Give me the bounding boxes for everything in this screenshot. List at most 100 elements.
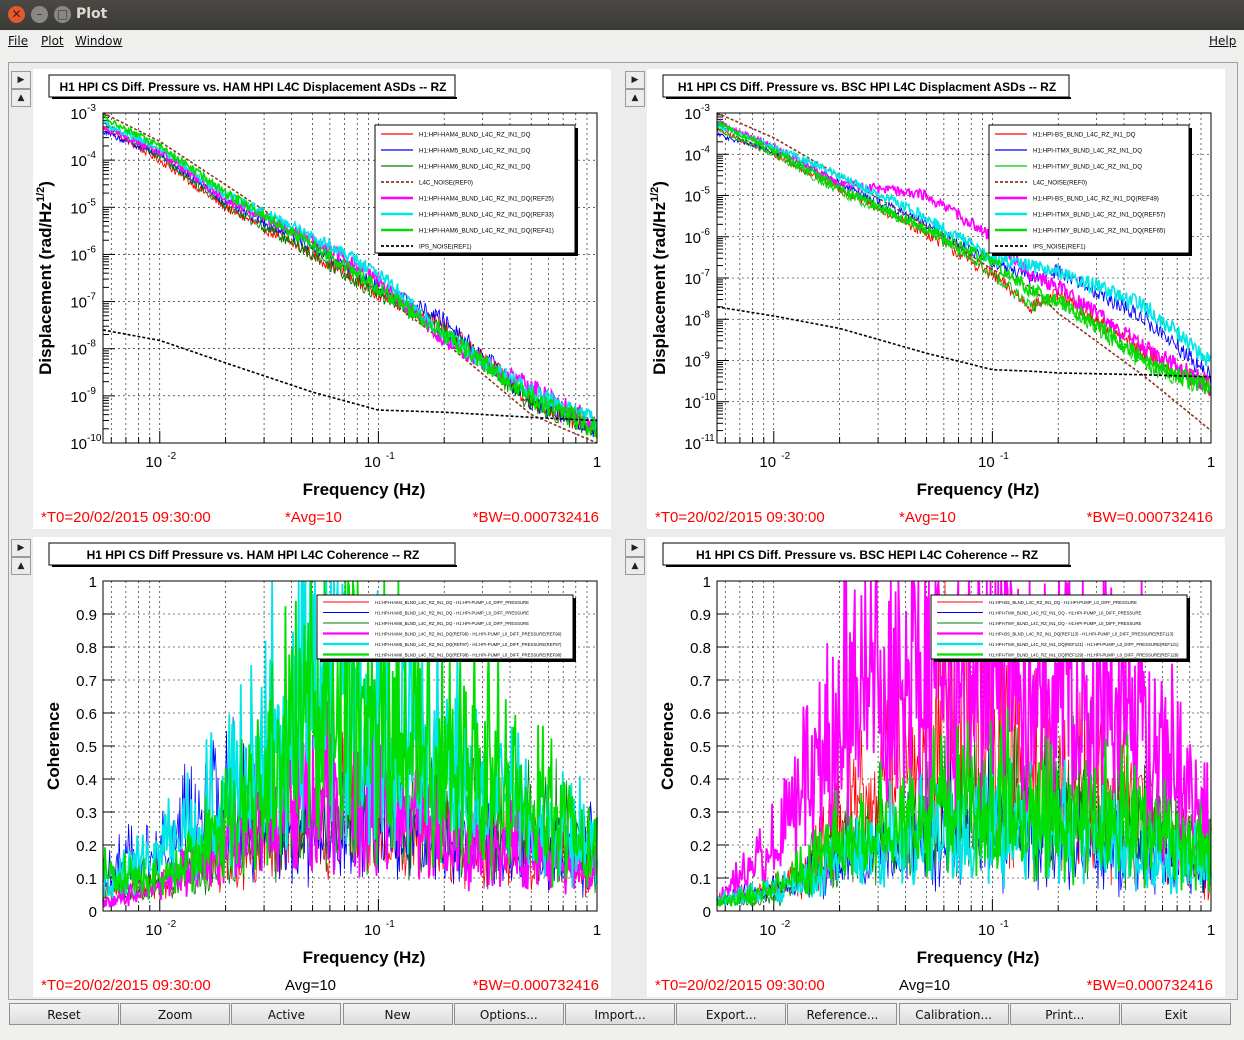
- new-button[interactable]: New: [342, 1003, 453, 1025]
- reset-button[interactable]: Reset: [9, 1003, 119, 1025]
- plot-frame-border: [102, 112, 598, 444]
- legend-entry: H1:HPI-BS_BLND_L4C_RZ_IN1_DQ - H1:HPI-PU…: [989, 600, 1137, 605]
- x-tick-label: 10: [145, 454, 162, 471]
- y-tick-exponent: -3: [701, 103, 710, 114]
- menu-plot[interactable]: Plot: [41, 34, 64, 48]
- legend-entry: H1:HPI-ITMY_BLND_L4C_RZ_IN1_DQ: [1033, 164, 1142, 171]
- y-tick-label: 0.2: [76, 838, 97, 855]
- calibration-button[interactable]: Calibration...: [898, 1003, 1009, 1025]
- y-tick-label: 10: [70, 295, 87, 312]
- series-line: [716, 124, 1212, 367]
- x-tick-exponent: -2: [781, 919, 790, 930]
- panel-collapse-button[interactable]: ▲: [625, 89, 645, 107]
- y-tick-label: 0.3: [76, 805, 97, 822]
- panel-collapse-button[interactable]: ▲: [625, 557, 645, 575]
- legend-entry: H1:HPI-HAM5_BLND_L4C_RZ_IN1_DQ - H1:HPI-…: [375, 610, 529, 615]
- y-axis-label-end: ): [650, 181, 669, 187]
- y-tick-exponent: -10: [87, 433, 102, 444]
- legend-entry: L4C_NOISE(REF0): [1033, 180, 1087, 187]
- y-tick-exponent: -7: [701, 268, 710, 279]
- legend-box: [988, 124, 1190, 254]
- y-tick-label: 0.7: [76, 673, 97, 690]
- footer-bw: *BW=0.000732416: [1087, 509, 1213, 526]
- footer-avg: *Avg=10: [899, 509, 956, 526]
- y-tick-label: 10: [70, 200, 87, 217]
- y-tick-label: 0.3: [690, 805, 711, 822]
- x-tick-exponent: -1: [1000, 451, 1009, 462]
- y-tick-label: 0.2: [690, 838, 711, 855]
- legend-entry: H1:HPI-HAM5_BLND_L4C_RZ_IN1_DQ: [419, 148, 531, 155]
- plot-panel[interactable]: H1 HPI CS Diff Pressure vs. HAM HPI L4C …: [33, 537, 611, 997]
- y-tick-exponent: -5: [87, 197, 96, 208]
- active-button[interactable]: Active: [231, 1003, 342, 1025]
- legend-entry: H1:HPI-BS_BLND_L4C_RZ_IN1_DQ: [1033, 132, 1136, 139]
- legend-entry: IPS_NOISE(REF1): [419, 244, 472, 251]
- panel-collapse-button[interactable]: ▲: [11, 557, 31, 575]
- series-line: [102, 114, 598, 439]
- y-tick-label: 10: [70, 389, 87, 406]
- title-shadow: [52, 97, 457, 99]
- panel-expand-button[interactable]: ▶: [625, 539, 645, 557]
- options-button[interactable]: Options...: [453, 1003, 564, 1025]
- menu-window[interactable]: Window: [75, 34, 123, 48]
- legend-entry: H1:HPI-HAM5_BLND_L4C_RZ_IN1_DQ(REF97) - …: [375, 642, 562, 647]
- x-tick-exponent: -2: [781, 451, 790, 462]
- plot-frame-border: [716, 580, 1212, 912]
- footer-t0: *T0=20/02/2015 09:30:00: [655, 977, 825, 994]
- export-button[interactable]: Export...: [676, 1003, 787, 1025]
- print-button[interactable]: Print...: [1009, 1003, 1120, 1025]
- plot-panel[interactable]: H1 HPI CS Diff. Pressure vs. HAM HPI L4C…: [33, 69, 611, 529]
- legend-entry: IPS_NOISE(REF1): [1033, 244, 1086, 251]
- zoom-button[interactable]: Zoom: [120, 1003, 231, 1025]
- plot-title: H1 HPI CS Diff. Pressure vs. HAM HPI L4C…: [60, 80, 447, 94]
- y-tick-label: 10: [684, 189, 701, 206]
- y-tick-exponent: -10: [701, 392, 716, 403]
- y-tick-label: 0.9: [76, 607, 97, 624]
- x-tick-label: 1: [1207, 922, 1215, 939]
- panel-collapse-button[interactable]: ▲: [11, 89, 31, 107]
- legend-entry: H1:HPI-ITMY_BLND_L4C_RZ_IN1_DQ(REF129) -…: [989, 652, 1179, 657]
- y-tick-label: 10: [684, 271, 701, 288]
- y-tick-label: 10: [684, 312, 701, 329]
- y-axis-label: Coherence: [658, 702, 677, 790]
- y-tick-label: 10: [70, 106, 87, 123]
- y-tick-label: 0.4: [690, 772, 711, 789]
- legend-box: [374, 124, 576, 254]
- y-axis-label-sup: 1/2: [35, 187, 47, 202]
- y-tick-label: 10: [684, 395, 701, 412]
- title-shadow: [666, 97, 1071, 99]
- panel-expand-button[interactable]: ▶: [625, 71, 645, 89]
- import-button[interactable]: Import...: [565, 1003, 675, 1025]
- menu-help[interactable]: Help: [1209, 34, 1237, 48]
- maximize-window-icon[interactable]: □: [54, 6, 71, 23]
- legend-entry: H1:HPI-HAM4_BLND_L4C_RZ_IN1_DQ(REF96) - …: [375, 631, 562, 636]
- button-bar: Reset Zoom Active New Options... Import... Exp…: [8, 1003, 1236, 1027]
- legend-entry: H1:HPI-ITMX_BLND_L4C_RZ_IN1_DQ(REF121) -…: [989, 642, 1179, 647]
- x-tick-label: 10: [978, 922, 995, 939]
- y-tick-label: 10: [684, 106, 701, 123]
- reference-button[interactable]: Reference...: [787, 1003, 898, 1025]
- plot-panel[interactable]: H1 HPI CS Diff. Pressure vs. BSC HEPI L4…: [647, 537, 1225, 997]
- legend-entry: H1:HPI-ITMX_BLND_L4C_RZ_IN1_DQ(REF57): [1033, 212, 1165, 219]
- y-tick-exponent: -4: [87, 150, 96, 161]
- close-window-icon[interactable]: ✕: [8, 6, 25, 23]
- minimize-window-icon[interactable]: –: [31, 6, 48, 23]
- y-tick-label: 0.8: [76, 640, 97, 657]
- y-tick-exponent: -9: [87, 386, 96, 397]
- y-tick-exponent: -9: [701, 351, 710, 362]
- plot-panel[interactable]: H1 HPI CS Diff. Pressure vs. BSC HPI L4C…: [647, 69, 1225, 529]
- menu-file[interactable]: File: [8, 34, 29, 48]
- legend-box: [316, 594, 574, 660]
- panel-expand-button[interactable]: ▶: [11, 71, 31, 89]
- y-tick-label: 10: [684, 147, 701, 164]
- exit-button[interactable]: Exit: [1121, 1003, 1231, 1025]
- menu-bar: File Plot Window Help: [0, 30, 1244, 52]
- footer-t0: *T0=20/02/2015 09:30:00: [41, 509, 211, 526]
- y-axis-label: Displacement (rad/Hz1/2): [35, 181, 55, 375]
- series-line: [102, 121, 598, 436]
- x-tick-exponent: -2: [167, 919, 176, 930]
- y-tick-exponent: -8: [701, 309, 710, 320]
- plot-frame-border: [716, 112, 1212, 444]
- footer-t0: *T0=20/02/2015 09:30:00: [41, 977, 211, 994]
- panel-expand-button[interactable]: ▶: [11, 539, 31, 557]
